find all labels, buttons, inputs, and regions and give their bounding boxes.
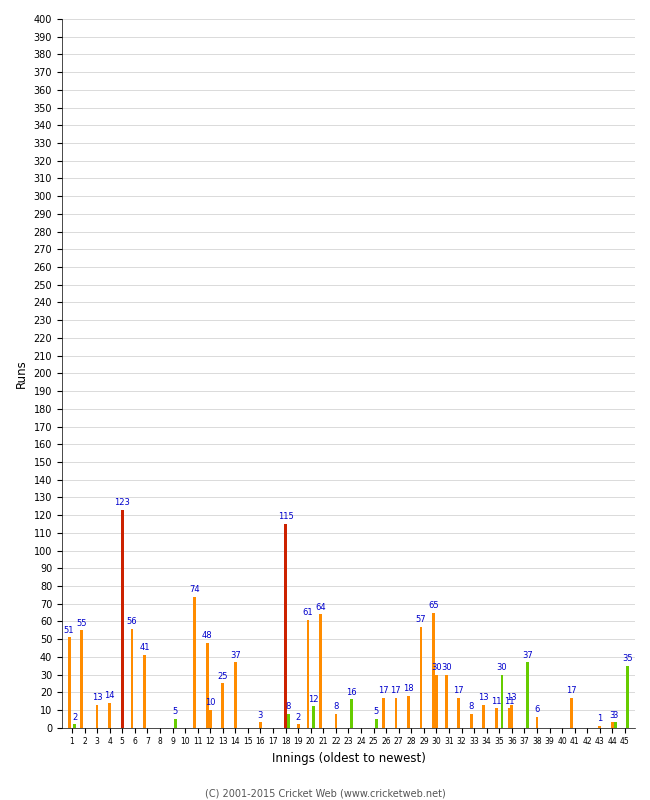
Bar [614,722,617,728]
Bar [319,614,322,728]
Text: 51: 51 [64,626,74,634]
Text: 55: 55 [77,618,87,628]
Bar [482,705,486,728]
Text: 74: 74 [190,585,200,594]
Bar [73,724,76,728]
Bar [432,613,435,728]
Text: 56: 56 [127,617,137,626]
Bar [335,714,337,728]
Text: 48: 48 [202,631,213,640]
Text: (C) 2001-2015 Cricket Web (www.cricketweb.net): (C) 2001-2015 Cricket Web (www.cricketwe… [205,788,445,798]
X-axis label: Innings (oldest to newest): Innings (oldest to newest) [272,752,425,765]
Text: 123: 123 [114,498,130,507]
Text: 3: 3 [610,710,615,720]
Bar [382,698,385,728]
Text: 115: 115 [278,512,294,522]
Bar [174,719,177,728]
Bar [611,722,614,728]
Text: 1: 1 [597,714,603,723]
Text: 57: 57 [416,615,426,624]
Text: 30: 30 [497,663,508,672]
Bar [571,698,573,728]
Text: 13: 13 [506,693,517,702]
Text: 18: 18 [403,684,414,693]
Bar [470,714,473,728]
Bar [109,703,111,728]
Y-axis label: Runs: Runs [15,359,28,388]
Text: 2: 2 [72,713,77,722]
Text: 17: 17 [567,686,577,695]
Text: 11: 11 [504,697,514,706]
Bar [143,655,146,728]
Bar [234,662,237,728]
Bar [222,683,224,728]
Text: 35: 35 [623,654,633,663]
Bar [435,674,438,728]
Bar [536,717,538,728]
Text: 25: 25 [218,672,228,681]
Bar [526,662,528,728]
Bar [96,705,99,728]
Bar [284,524,287,728]
Text: 16: 16 [346,688,357,697]
Bar [307,620,309,728]
Text: 64: 64 [315,602,326,612]
Text: 61: 61 [303,608,313,617]
Bar [312,706,315,728]
Bar [131,629,133,728]
Text: 17: 17 [378,686,389,695]
Bar [209,710,212,728]
Bar [206,642,209,728]
Text: 8: 8 [333,702,339,711]
Bar [458,698,460,728]
Text: 5: 5 [374,707,379,716]
Bar [287,714,290,728]
Text: 2: 2 [296,713,301,722]
Text: 3: 3 [258,710,263,720]
Bar [500,674,504,728]
Text: 12: 12 [308,695,319,704]
Bar [445,674,448,728]
Bar [350,699,353,728]
Bar [599,726,601,728]
Bar [407,696,410,728]
Text: 41: 41 [139,643,150,653]
Bar [495,708,498,728]
Text: 8: 8 [469,702,474,711]
Text: 17: 17 [391,686,401,695]
Text: 6: 6 [534,706,540,714]
Text: 5: 5 [173,707,178,716]
Text: 11: 11 [491,697,502,706]
Bar [68,638,70,728]
Bar [395,698,397,728]
Bar [510,705,514,728]
Text: 30: 30 [431,663,442,672]
Bar [121,510,124,728]
Text: 13: 13 [92,693,103,702]
Bar [297,724,300,728]
Text: 17: 17 [454,686,464,695]
Text: 14: 14 [105,691,115,700]
Bar [420,626,423,728]
Text: 3: 3 [612,710,618,720]
Text: 65: 65 [428,601,439,610]
Text: 10: 10 [205,698,215,707]
Bar [627,666,629,728]
Bar [259,722,262,728]
Text: 37: 37 [522,650,532,659]
Text: 13: 13 [478,693,489,702]
Text: 8: 8 [286,702,291,711]
Bar [194,597,196,728]
Bar [81,630,83,728]
Bar [375,719,378,728]
Text: 30: 30 [441,663,452,672]
Text: 37: 37 [230,650,240,659]
Bar [508,708,510,728]
